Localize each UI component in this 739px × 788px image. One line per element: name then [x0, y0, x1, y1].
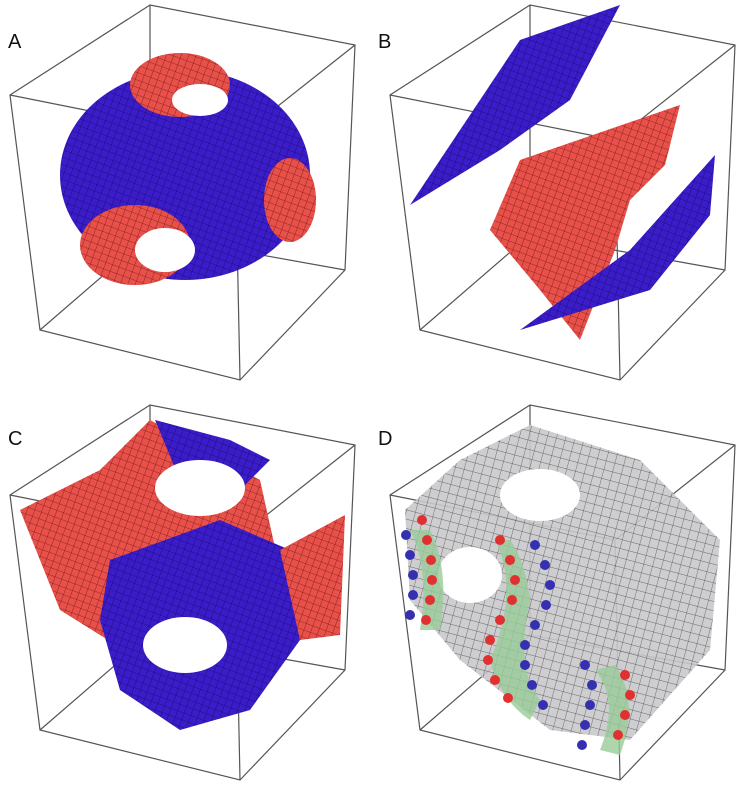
figure: A B C [0, 0, 739, 788]
panel-label: A [8, 31, 22, 53]
panel-a: A [8, 5, 355, 380]
panel-label: C [8, 428, 22, 450]
panel-d: D [378, 405, 735, 780]
panel-c: C [8, 405, 355, 780]
panel-label: D [378, 428, 392, 450]
panel-b: B [378, 5, 735, 380]
panel-label: B [378, 31, 391, 53]
page: A B C [0, 0, 739, 788]
